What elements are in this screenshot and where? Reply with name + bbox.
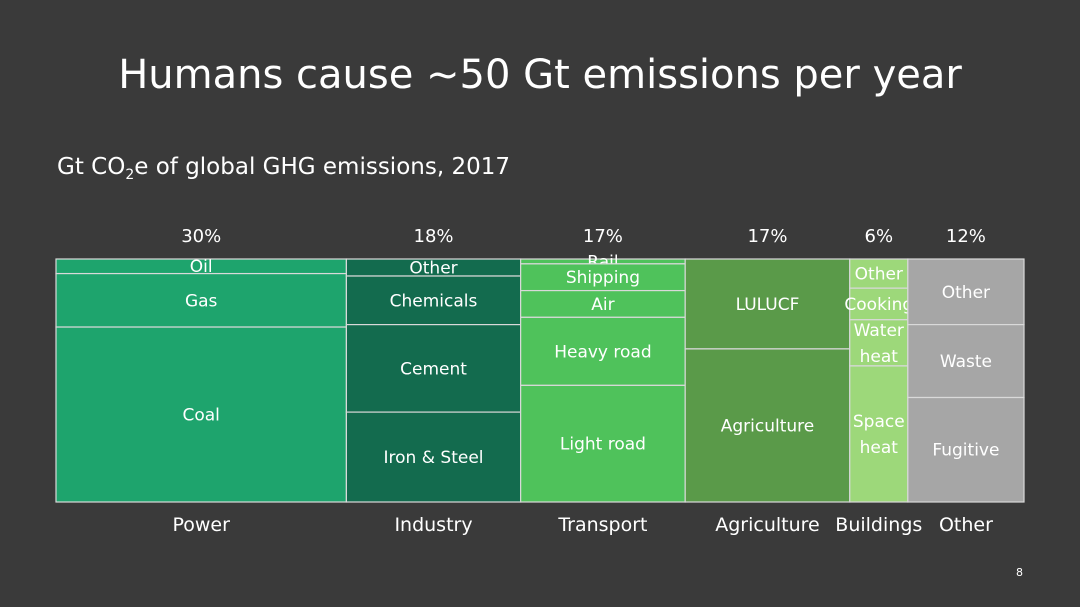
column-label-other: Other [939, 514, 993, 536]
subtitle-prefix: Gt CO [57, 154, 126, 180]
slide-number: 8 [1016, 566, 1023, 579]
segment-buildings-cooking [849, 287, 909, 321]
segment-label-other-waste: Waste [940, 352, 992, 372]
column-label-industry: Industry [394, 514, 472, 536]
segment-label-industry-iron-steel: Iron & Steel [384, 448, 484, 468]
segment-label-power-coal: Coal [182, 405, 219, 425]
segment-label-buildings-water-heat-0: Water [854, 321, 904, 341]
segment-buildings-other [849, 258, 909, 289]
segment-label-buildings-cooking: Cooking [844, 295, 913, 315]
segment-agriculture-lulucf [684, 258, 851, 350]
segment-label-agriculture-lulucf: LULUCF [736, 295, 800, 315]
segment-label-power-gas: Gas [185, 291, 218, 311]
segment-industry-cement [345, 324, 522, 413]
column-label-agriculture: Agriculture [715, 514, 820, 536]
column-share-label-transport: 17% [583, 226, 623, 247]
segment-agriculture-agriculture [684, 348, 851, 503]
subtitle-suffix: e of global GHG emissions, 2017 [134, 154, 510, 180]
column-share-label-power: 30% [181, 226, 221, 247]
column-label-buildings: Buildings [835, 514, 922, 536]
segment-label-power-oil: Oil [190, 257, 213, 277]
segment-label-transport-light-road: Light road [560, 435, 646, 455]
segment-label-industry-cement: Cement [400, 359, 467, 379]
segment-label-industry-other: Other [409, 258, 457, 278]
segment-label-transport-heavy-road: Heavy road [554, 342, 651, 362]
segment-transport-shipping [520, 263, 686, 292]
segment-label-buildings-water-heat-1: heat [860, 347, 899, 367]
segment-buildings-water-heat [849, 319, 909, 367]
subtitle-subscript: 2 [125, 167, 135, 183]
segment-industry-iron-steel [345, 411, 522, 503]
segment-label-industry-chemicals: Chemicals [390, 291, 478, 311]
segment-other-fugitive [907, 396, 1025, 503]
segment-transport-heavy-road [520, 316, 686, 386]
segment-label-agriculture-agriculture: Agriculture [721, 416, 815, 436]
column-label-power: Power [172, 514, 230, 536]
column-share-label-other: 12% [946, 226, 986, 247]
segment-other-other [907, 258, 1025, 326]
segment-other-waste [907, 324, 1025, 399]
segment-label-buildings-space-heat-0: Space [853, 412, 905, 432]
segment-label-transport-air: Air [591, 295, 614, 315]
segment-buildings-space-heat [849, 365, 909, 503]
segment-label-other-fugitive: Fugitive [932, 441, 999, 461]
column-share-label-buildings: 6% [865, 226, 894, 247]
chart-subtitle: Gt CO2e of global GHG emissions, 2017 [57, 154, 510, 183]
column-share-label-agriculture: 17% [747, 226, 787, 247]
segment-label-buildings-space-heat-1: heat [860, 438, 899, 458]
segment-label-other-other: Other [942, 283, 990, 303]
slide-title: Humans cause ~50 Gt emissions per year [118, 52, 962, 98]
column-label-transport: Transport [557, 514, 647, 536]
column-share-label-industry: 18% [414, 226, 454, 247]
segment-label-transport-shipping: Shipping [566, 268, 640, 288]
segment-industry-chemicals [345, 275, 522, 326]
segment-label-buildings-other: Other [855, 265, 903, 285]
